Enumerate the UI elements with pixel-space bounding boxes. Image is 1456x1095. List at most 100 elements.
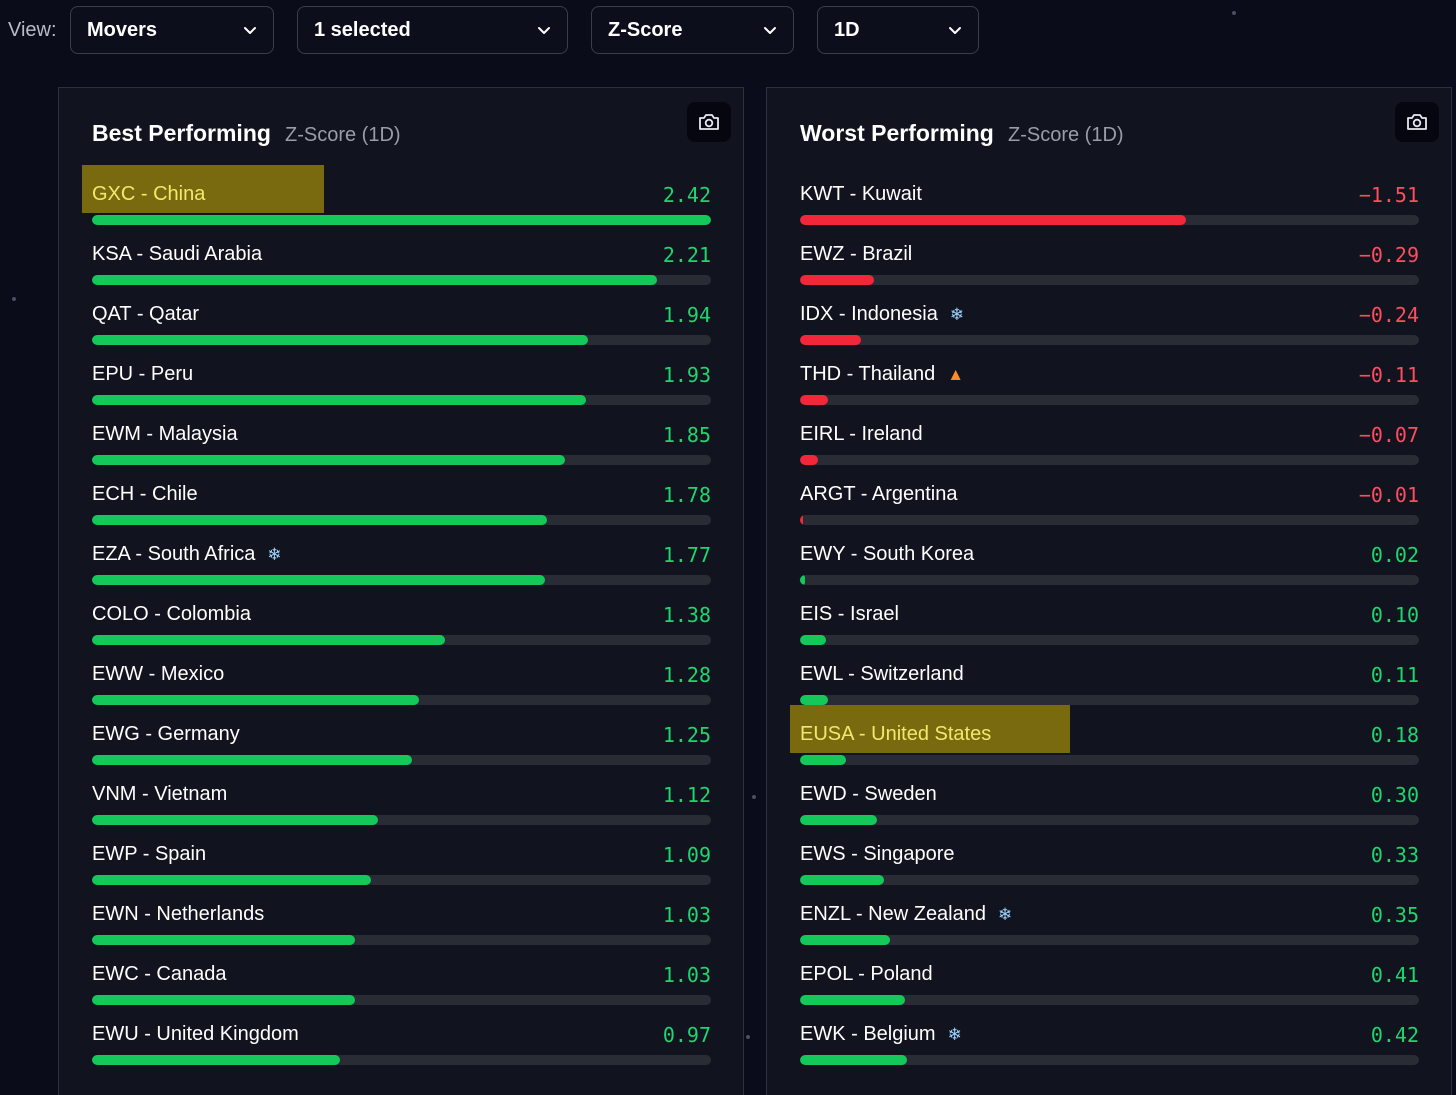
zscore-bar-track: [92, 755, 711, 765]
ticker-label: EZA - South Africa: [92, 543, 256, 565]
zscore-value: 1.85: [662, 423, 711, 447]
zscore-value: −1.51: [1358, 183, 1419, 207]
list-item[interactable]: VNM - Vietnam 1.12: [92, 783, 711, 855]
ticker-label: EUSA - United States: [800, 723, 992, 745]
ticker-label: EWL - Switzerland: [800, 663, 964, 685]
list-item[interactable]: ARGT - Argentina −0.01: [800, 483, 1419, 555]
zscore-bar-fill: [92, 455, 566, 465]
selection-dropdown[interactable]: 1 selected: [297, 6, 568, 54]
list-item[interactable]: EWP - Spain 1.09: [92, 843, 711, 915]
zscore-value: 0.02: [1370, 543, 1419, 567]
zscore-value: −0.24: [1358, 303, 1419, 327]
zscore-bar-track: [800, 875, 1419, 885]
zscore-value: −0.11: [1358, 363, 1419, 387]
list-item[interactable]: KSA - Saudi Arabia 2.21: [92, 243, 711, 315]
chevron-down-icon: [949, 27, 961, 34]
ticker-name: GXC - China: [92, 183, 205, 206]
ticker-label: KSA - Saudi Arabia: [92, 243, 263, 265]
list-item[interactable]: ENZL - New Zealand ❄ 0.35: [800, 903, 1419, 975]
camera-icon: [1407, 114, 1427, 130]
list-item[interactable]: EWK - Belgium ❄ 0.42: [800, 1023, 1419, 1095]
metric-dropdown[interactable]: Z-Score: [591, 6, 794, 54]
list-item[interactable]: EIRL - Ireland −0.07: [800, 423, 1419, 495]
zscore-bar-track: [800, 935, 1419, 945]
zscore-bar-track: [92, 515, 711, 525]
ticker-name: THD - Thailand ▲: [800, 363, 964, 386]
list-item[interactable]: EWN - Netherlands 1.03: [92, 903, 711, 975]
view-dropdown-value: Movers: [87, 18, 158, 41]
best-screenshot-button[interactable]: [687, 102, 731, 142]
list-item[interactable]: ECH - Chile 1.78: [92, 483, 711, 555]
list-item[interactable]: EWC - Canada 1.03: [92, 963, 711, 1035]
row-highlight: [82, 165, 324, 213]
list-item[interactable]: COLO - Colombia 1.38: [92, 603, 711, 675]
ticker-name: EIS - Israel: [800, 603, 899, 626]
list-item[interactable]: IDX - Indonesia ❄ −0.24: [800, 303, 1419, 375]
zscore-bar-track: [92, 935, 711, 945]
best-panel-title: Best Performing: [92, 120, 271, 146]
list-item[interactable]: EWD - Sweden 0.30: [800, 783, 1419, 855]
list-item[interactable]: QAT - Qatar 1.94: [92, 303, 711, 375]
list-item[interactable]: EPOL - Poland 0.41: [800, 963, 1419, 1035]
list-item[interactable]: EWS - Singapore 0.33: [800, 843, 1419, 915]
ticker-label: COLO - Colombia: [92, 603, 251, 625]
snowflake-icon: ❄: [949, 305, 965, 324]
zscore-value: 1.77: [662, 543, 711, 567]
worst-screenshot-button[interactable]: [1395, 102, 1439, 142]
background-speck: [752, 795, 756, 799]
best-panel-subtitle: Z-Score (1D): [285, 124, 401, 146]
zscore-bar-track: [92, 695, 711, 705]
zscore-bar-track: [92, 455, 711, 465]
zscore-bar-track: [800, 755, 1419, 765]
ticker-name: ECH - Chile: [92, 483, 198, 506]
period-dropdown[interactable]: 1D: [817, 6, 979, 54]
zscore-bar-track: [800, 695, 1419, 705]
zscore-value: 1.03: [662, 903, 711, 927]
list-item[interactable]: EWU - United Kingdom 0.97: [92, 1023, 711, 1095]
zscore-bar-fill: [800, 935, 890, 945]
list-item[interactable]: EPU - Peru 1.93: [92, 363, 711, 435]
zscore-bar-fill: [800, 515, 803, 525]
zscore-value: 0.10: [1370, 603, 1419, 627]
zscore-value: 1.94: [662, 303, 711, 327]
zscore-bar-fill: [92, 515, 548, 525]
ticker-label: ARGT - Argentina: [800, 483, 958, 505]
zscore-bar-track: [800, 995, 1419, 1005]
list-item[interactable]: EWZ - Brazil −0.29: [800, 243, 1419, 315]
zscore-value: 2.42: [662, 183, 711, 207]
ticker-label: QAT - Qatar: [92, 303, 200, 325]
view-dropdown[interactable]: Movers: [70, 6, 274, 54]
ticker-label: EIS - Israel: [800, 603, 899, 625]
zscore-bar-fill: [92, 335, 589, 345]
list-item[interactable]: EWL - Switzerland 0.11: [800, 663, 1419, 735]
zscore-bar-fill: [92, 815, 379, 825]
snowflake-icon: ❄: [998, 905, 1013, 924]
list-item[interactable]: GXC - China 2.42: [82, 165, 711, 255]
row-highlight: [790, 705, 1070, 753]
zscore-bar-fill: [92, 935, 356, 945]
list-item[interactable]: KWT - Kuwait −1.51: [800, 183, 1419, 255]
ticker-name: VNM - Vietnam: [92, 783, 227, 806]
ticker-name: EWZ - Brazil: [800, 243, 912, 266]
ticker-name: EWP - Spain: [92, 843, 206, 866]
list-item[interactable]: EWY - South Korea 0.02: [800, 543, 1419, 615]
list-item[interactable]: EWW - Mexico 1.28: [92, 663, 711, 735]
zscore-bar-fill: [800, 755, 847, 765]
zscore-value: 1.78: [662, 483, 711, 507]
list-item[interactable]: EZA - South Africa ❄ 1.77: [92, 543, 711, 615]
worst-performing-panel: Worst Performing Z-Score (1D) KWT - Kuwa…: [766, 87, 1452, 1095]
zscore-bar-track: [800, 215, 1419, 225]
list-item[interactable]: EIS - Israel 0.10: [800, 603, 1419, 675]
list-item[interactable]: EWM - Malaysia 1.85: [92, 423, 711, 495]
zscore-value: 0.97: [662, 1023, 711, 1047]
ticker-name: EWY - South Korea: [800, 543, 974, 566]
list-item[interactable]: EWG - Germany 1.25: [92, 723, 711, 795]
zscore-bar-track: [800, 635, 1419, 645]
worst-panel-title: Worst Performing: [800, 120, 994, 146]
zscore-bar-fill: [800, 575, 806, 585]
zscore-bar-fill: [800, 275, 875, 285]
zscore-value: 1.12: [662, 783, 711, 807]
list-item[interactable]: THD - Thailand ▲ −0.11: [800, 363, 1419, 435]
list-item[interactable]: EUSA - United States 0.18: [790, 705, 1419, 795]
zscore-bar-track: [92, 995, 711, 1005]
